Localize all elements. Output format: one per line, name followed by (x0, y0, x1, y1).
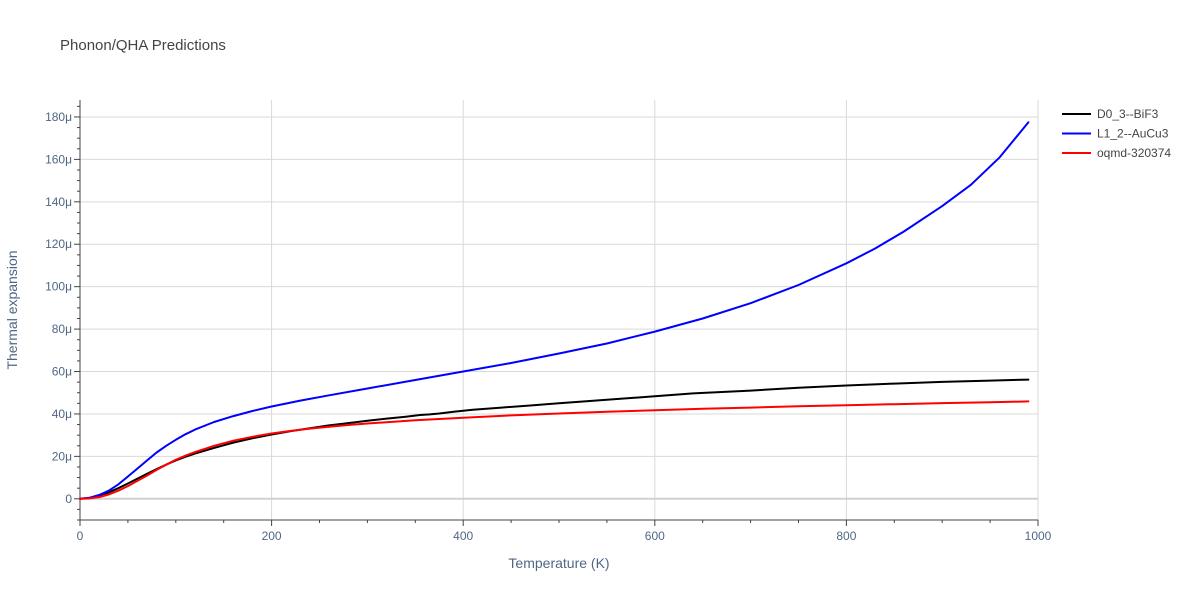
series-layer (79, 121, 1030, 500)
x-axis-title: Temperature (K) (508, 555, 609, 571)
y-tick-label: 120μ (45, 237, 72, 251)
legend-item-1[interactable]: D0_3--BiF3 (1062, 107, 1159, 121)
legend-label: L1_2--AuCu3 (1097, 127, 1169, 141)
y-tick-label: 140μ (45, 195, 72, 209)
series-line-1[interactable] (79, 378, 1030, 500)
x-tick-label: 400 (453, 529, 473, 543)
series-line-2[interactable] (79, 121, 1030, 500)
legend-label: D0_3--BiF3 (1097, 107, 1159, 121)
grid-layer (80, 100, 1039, 520)
tick-label-layer: 0 200 400 600 800 1000 0 20μ 40μ 60μ 80μ 100μ 120μ 14… (45, 110, 1052, 543)
legend-label: oqmd-320374 (1097, 146, 1171, 160)
x-tick-label: 600 (645, 529, 665, 543)
chart-title: Phonon/QHA Predictions (60, 37, 226, 54)
y-tick-label: 40μ (52, 407, 72, 421)
y-tick-label: 100μ (45, 280, 72, 294)
legend-item-2[interactable]: L1_2--AuCu3 (1062, 127, 1169, 141)
legend[interactable]: D0_3--BiF3 L1_2--AuCu3 oqmd-320374 (1062, 107, 1171, 160)
y-tick-label: 60μ (52, 365, 72, 379)
y-tick-label: 180μ (45, 110, 72, 124)
y-tick-label: 80μ (52, 322, 72, 336)
y-axis-title: Thermal expansion (4, 250, 20, 369)
y-tick-label: 20μ (52, 449, 72, 463)
y-tick-label: 0 (65, 492, 72, 506)
legend-item-3[interactable]: oqmd-320374 (1062, 146, 1171, 160)
series-line-3[interactable] (79, 400, 1030, 500)
x-tick-label: 800 (836, 529, 856, 543)
y-tick-label: 160μ (45, 152, 72, 166)
axes-layer (74, 100, 1039, 526)
x-tick-label: 200 (262, 529, 282, 543)
x-tick-label: 1000 (1025, 529, 1052, 543)
x-tick-label: 0 (77, 529, 84, 543)
